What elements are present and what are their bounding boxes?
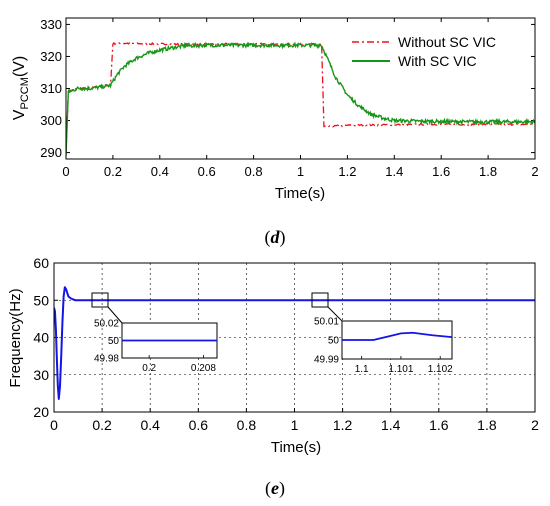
chart-d-tick-labels: 0 0.2 0.4 0.6 0.8 1 1.2 1.4 1.6 1.8 2 290 300 310 320 3… — [40, 17, 538, 179]
inset-2-content: 49.99 50 50.01 1.1 1.101 1.102 — [314, 317, 453, 376]
chart-d-x-tick-label: 1.4 — [385, 164, 403, 179]
inset-2-y-tick-label: 50.01 — [314, 317, 339, 328]
chart-d-ylabel-unit: (V) — [11, 56, 28, 77]
chart-d-x-tick-label: 0.2 — [104, 164, 122, 179]
inset-2-x-tick-label: 1.101 — [388, 364, 413, 375]
inset-1-y-tick-label: 49.98 — [94, 354, 119, 365]
chart-e-y-tick-label: 30 — [33, 367, 49, 383]
chart-e-y-tick-label: 60 — [33, 255, 49, 271]
inset-1-content: 49.98 50 50.02 0.2 0.208 — [94, 319, 217, 374]
chart-e-x-tick-label: 1.2 — [333, 417, 353, 433]
chart-e-y-tick-label: 40 — [33, 330, 49, 346]
chart-d-y-tick-label: 290 — [40, 145, 62, 160]
chart-e-plot-lines — [54, 286, 535, 400]
chart-e-x-tick-label: 0.6 — [189, 417, 209, 433]
inset-2-connector — [327, 306, 343, 322]
chart-d-legend: Without SC VIC With SC VIC — [352, 34, 496, 69]
chart-d-panel-close: ) — [280, 227, 286, 248]
inset-2-zoom-marker — [311, 292, 329, 308]
chart-e-x-tick-label: 0.2 — [92, 417, 112, 433]
chart-e-x-tick-label: 1.6 — [429, 417, 449, 433]
inset-1-x-tick-label: 0.208 — [191, 363, 216, 374]
inset-1-x-tick-label: 0.2 — [142, 363, 156, 374]
inset-2-line — [342, 331, 453, 341]
chart-d-x-tick-label: 0.4 — [151, 164, 169, 179]
chart-d: 0 0.2 0.4 0.6 0.8 1 1.2 1.4 1.6 1.8 2 290 300 310 320 3… — [11, 17, 539, 248]
inset-2: 49.99 50 50.01 1.1 1.101 1.102 — [314, 317, 453, 376]
inset-1-connector — [107, 306, 123, 324]
chart-d-y-tick-label: 310 — [40, 81, 62, 96]
inset-2-x-tick-label: 1.102 — [428, 364, 453, 375]
chart-e-x-axis-label: Time(s) — [271, 439, 321, 456]
chart-e-panel-letter: e — [271, 478, 279, 498]
chart-d-ylabel-main: V — [11, 109, 28, 120]
chart-d-y-tick-label: 300 — [40, 113, 62, 128]
chart-e-x-tick-label: 0.8 — [237, 417, 257, 433]
chart-e-x-tick-label: 2 — [531, 417, 539, 433]
chart-e-tick-labels: 0 0.2 0.4 0.6 0.8 1 1.2 1.4 1.6 1.8 2 20 30 40 50 60 — [33, 255, 539, 433]
chart-d-x-tick-label: 0.8 — [245, 164, 263, 179]
chart-d-x-tick-label: 1.2 — [338, 164, 356, 179]
series-with-sc-vic-line — [66, 41, 535, 156]
chart-d-ticks — [65, 18, 536, 159]
chart-d-plot-lines — [66, 41, 535, 156]
chart-d-y-tick-label: 320 — [40, 49, 62, 64]
chart-d-x-tick-label: 2 — [531, 164, 538, 179]
chart-d-plot-frame — [65, 17, 536, 160]
chart-e-y-axis-label: Frequency(Hz) — [7, 288, 24, 387]
chart-d-x-tick-label: 1.8 — [479, 164, 497, 179]
inset-1-y-tick-label: 50 — [108, 336, 120, 347]
chart-d-y-tick-label: 330 — [40, 17, 62, 32]
chart-e-y-tick-label: 20 — [33, 404, 49, 420]
inset-1-y-tick-label: 50.02 — [94, 319, 119, 330]
chart-d-x-tick-label: 0 — [62, 164, 69, 179]
chart-e-y-tick-label: 50 — [33, 292, 49, 308]
chart-e-plot-frame — [53, 262, 536, 413]
inset-1: 49.98 50 50.02 0.2 0.208 — [94, 319, 218, 374]
legend-without-sc-vic-label: Without SC VIC — [398, 34, 496, 50]
chart-e-panel-label: (e) — [265, 478, 285, 499]
chart-d-ylabel-subscript: PCCM — [19, 77, 31, 109]
chart-d-y-axis-label: VPCCM(V) — [11, 56, 31, 120]
chart-e-x-tick-label: 0 — [50, 417, 58, 433]
chart-d-x-tick-label: 0.6 — [198, 164, 216, 179]
chart-e-x-tick-label: 0.4 — [140, 417, 160, 433]
chart-d-x-axis-label: Time(s) — [275, 185, 325, 202]
chart-d-panel-label: (d) — [265, 227, 286, 248]
inset-2-x-tick-label: 1.1 — [355, 364, 369, 375]
chart-d-panel-open: ( — [265, 227, 271, 248]
legend-with-sc-vic-label: With SC VIC — [398, 53, 477, 69]
chart-d-x-tick-label: 1 — [297, 164, 304, 179]
inset-2-y-tick-label: 49.99 — [314, 355, 339, 366]
chart-e-panel-close: ) — [279, 478, 285, 499]
chart-e-x-tick-label: 1.4 — [381, 417, 401, 433]
chart-e-x-tick-label: 1.8 — [477, 417, 497, 433]
inset-1-zoom-marker — [91, 292, 109, 308]
chart-d-x-tick-label: 1.6 — [432, 164, 450, 179]
chart-e-panel-open: ( — [265, 478, 271, 499]
chart-e-x-tick-label: 1 — [291, 417, 299, 433]
series-frequency-line — [54, 286, 535, 400]
chart-e: 0 0.2 0.4 0.6 0.8 1 1.2 1.4 1.6 1.8 2 20 30 40 50 60 Fr… — [7, 255, 539, 499]
inset-2-y-tick-label: 50 — [328, 336, 340, 347]
chart-d-panel-letter: d — [271, 227, 281, 247]
